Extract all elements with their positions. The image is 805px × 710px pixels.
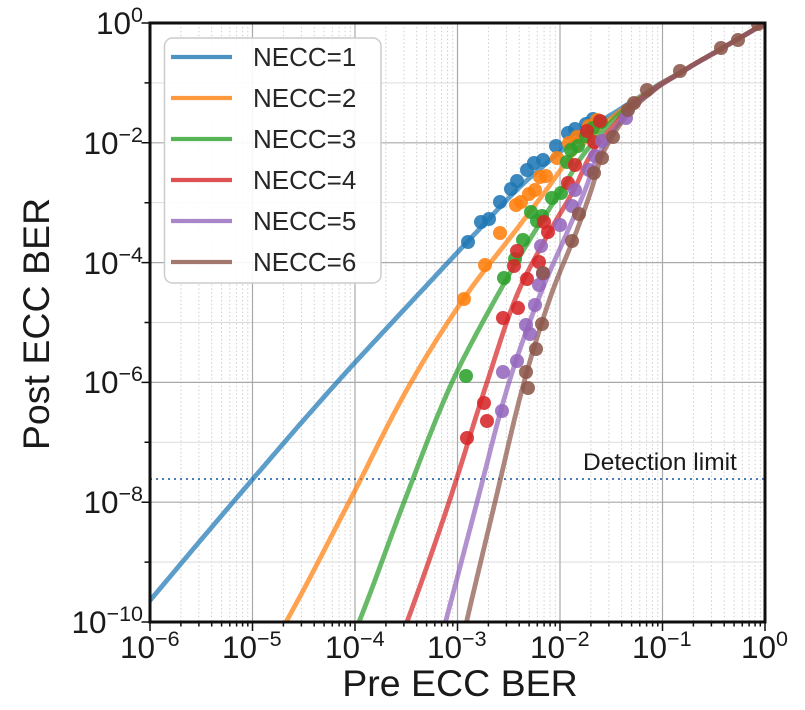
svg-text:10−10: 10−10 — [71, 602, 143, 640]
svg-text:NECC=3: NECC=3 — [253, 124, 356, 154]
svg-text:10−6: 10−6 — [83, 362, 143, 400]
svg-text:Detection limit: Detection limit — [583, 449, 737, 476]
svg-text:10−5: 10−5 — [222, 627, 282, 665]
svg-text:10−2: 10−2 — [83, 123, 143, 161]
svg-text:10−8: 10−8 — [83, 482, 143, 520]
svg-text:NECC=2: NECC=2 — [253, 83, 356, 113]
svg-text:10−3: 10−3 — [427, 627, 487, 665]
svg-text:10−4: 10−4 — [83, 243, 143, 281]
svg-text:NECC=5: NECC=5 — [253, 206, 356, 236]
svg-text:NECC=4: NECC=4 — [253, 165, 356, 195]
svg-text:Pre ECC BER: Pre ECC BER — [342, 662, 577, 704]
svg-text:100: 100 — [96, 3, 143, 41]
svg-text:Post ECC BER: Post ECC BER — [15, 198, 57, 450]
svg-text:NECC=1: NECC=1 — [253, 42, 356, 72]
svg-text:NECC=6: NECC=6 — [253, 247, 356, 277]
svg-text:10−1: 10−1 — [632, 627, 692, 665]
